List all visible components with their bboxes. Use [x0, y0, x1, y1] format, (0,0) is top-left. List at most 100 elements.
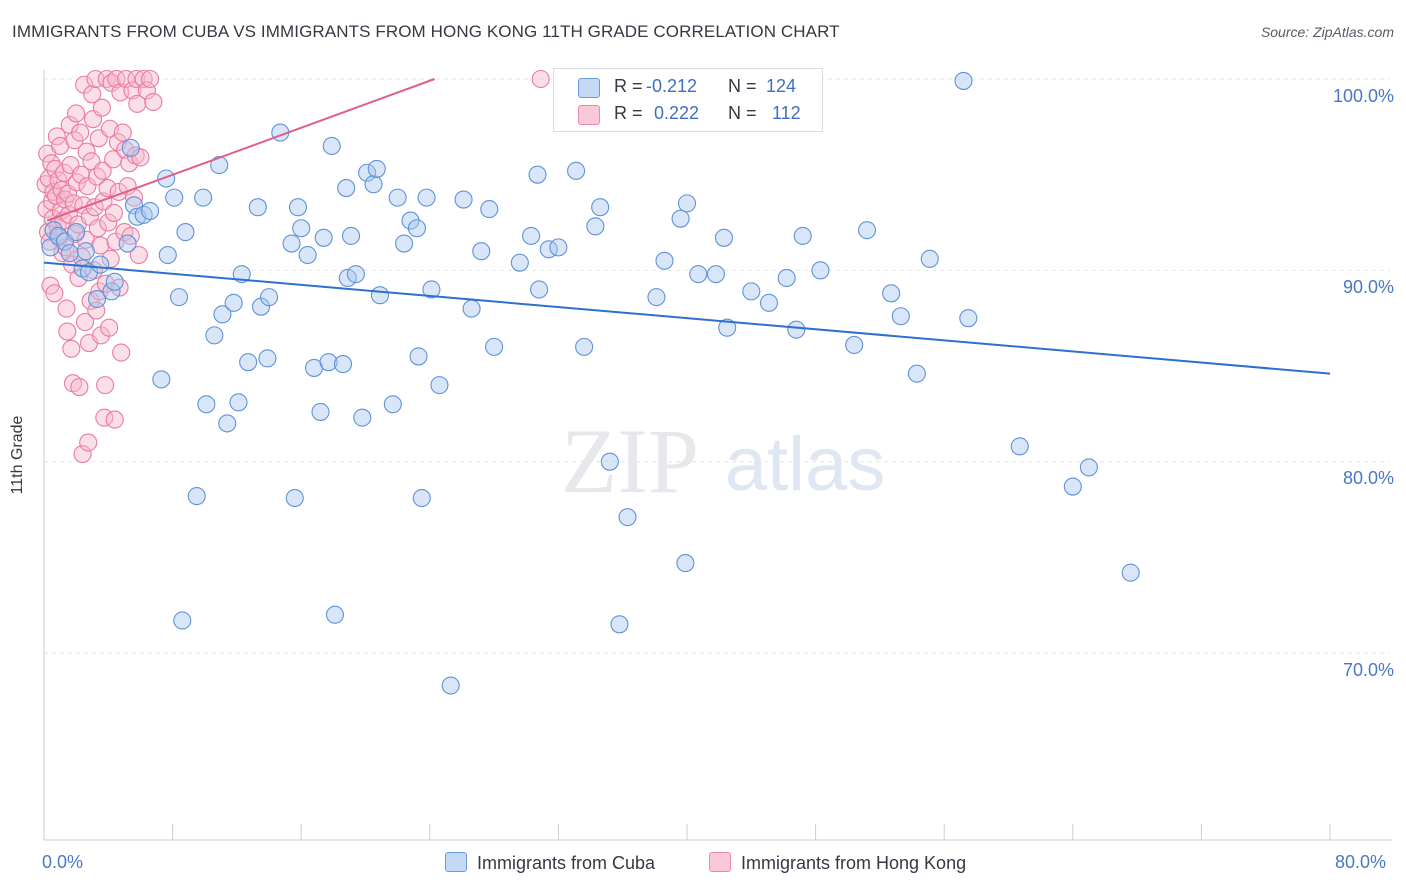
- cuba-point: [480, 200, 499, 219]
- legend-item-hk: Immigrants from Hong Kong: [709, 852, 966, 874]
- r-label: R =: [614, 103, 643, 123]
- cuba-point: [124, 196, 144, 215]
- cuba-point: [412, 488, 431, 508]
- cuba-point: [288, 198, 308, 217]
- cuba-point: [677, 194, 697, 213]
- cuba-point: [388, 188, 407, 207]
- hk-point: [94, 192, 113, 211]
- cuba-point: [907, 364, 926, 383]
- cuba-point: [44, 221, 63, 240]
- cuba-point: [422, 280, 441, 299]
- hk-point: [129, 245, 148, 265]
- hk-point: [77, 142, 96, 161]
- cuba-point: [430, 376, 449, 395]
- legend-label: Immigrants from Hong Kong: [741, 853, 967, 873]
- hk-point: [137, 81, 156, 100]
- hk-point: [141, 69, 160, 89]
- y-tick-label: 100.0%: [1332, 86, 1394, 106]
- y-axis-label: 11th Grade: [9, 415, 26, 495]
- source-credit: Source: ZipAtlas.com: [1260, 24, 1394, 40]
- hk-point: [93, 161, 112, 180]
- cuba-point: [575, 337, 594, 356]
- hk-point: [40, 232, 59, 251]
- cuba-point: [954, 71, 973, 90]
- series-hong-kong-points: [36, 69, 550, 464]
- cuba-point: [341, 226, 361, 245]
- cuba-point: [811, 261, 830, 280]
- cuba-point: [1079, 458, 1098, 477]
- cuba-point: [87, 289, 107, 309]
- hk-point: [134, 69, 153, 89]
- cuba-point: [586, 217, 605, 236]
- cuba-point: [671, 209, 690, 228]
- cuba-point: [417, 188, 436, 207]
- hk-point: [531, 69, 550, 89]
- cuba-point: [567, 161, 586, 180]
- cuba-point: [259, 288, 279, 307]
- cuba-point: [530, 280, 549, 299]
- cuba-point: [777, 268, 796, 288]
- cuba-point: [959, 309, 978, 328]
- series-cuba-points: [41, 71, 1140, 695]
- cuba-point: [248, 198, 267, 217]
- x-tick-label: 80.0%: [1335, 852, 1387, 872]
- hk-point: [98, 179, 117, 198]
- cuba-point: [311, 402, 330, 421]
- cuba-point: [920, 249, 939, 268]
- cuba-point: [205, 326, 224, 345]
- cuba-trend-line: [43, 261, 1331, 375]
- cuba-point: [655, 251, 674, 270]
- hk-point: [71, 123, 90, 142]
- cuba-point: [395, 234, 414, 253]
- cuba-point: [485, 337, 504, 356]
- hk-point: [100, 318, 119, 337]
- cuba-point: [549, 238, 568, 257]
- cuba-point: [676, 554, 695, 573]
- hk-point: [107, 69, 126, 89]
- y-tick-label: 80.0%: [1342, 468, 1394, 488]
- hk-point: [57, 299, 76, 318]
- r-value: 0.222: [654, 103, 700, 123]
- cuba-point: [600, 452, 619, 471]
- cuba-point: [210, 156, 229, 175]
- cuba-point: [118, 234, 137, 253]
- hk-point: [116, 69, 136, 89]
- hk-point: [58, 322, 77, 341]
- cuba-point: [158, 245, 177, 265]
- cuba-point: [409, 347, 428, 366]
- hk-point: [123, 81, 142, 100]
- cuba-point: [1121, 563, 1140, 582]
- hk-point: [127, 69, 146, 89]
- hk-point: [92, 98, 111, 117]
- cuba-point: [689, 265, 708, 284]
- hk-point: [78, 177, 97, 196]
- cuba-point: [787, 320, 806, 339]
- cuba-point: [292, 219, 311, 238]
- hk-point: [128, 94, 147, 113]
- cuba-point: [319, 353, 338, 372]
- cuba-point: [325, 605, 345, 624]
- hk-point: [104, 203, 123, 222]
- cuba-point: [462, 299, 481, 318]
- cuba-point: [383, 395, 402, 414]
- y-tick-label: 70.0%: [1342, 660, 1394, 680]
- cuba-point: [197, 395, 216, 414]
- cuba-point: [718, 318, 737, 337]
- cuba-point: [367, 159, 386, 178]
- y-tick-label: 90.0%: [1342, 277, 1394, 297]
- cuba-point: [224, 293, 243, 312]
- axes: [43, 70, 1392, 841]
- hk-point: [96, 376, 115, 395]
- cuba-point: [141, 201, 160, 221]
- hk-point: [99, 213, 118, 232]
- cuba-point: [165, 188, 184, 207]
- n-value: 124: [766, 76, 797, 96]
- cuba-swatch: [578, 78, 600, 98]
- hk-point: [113, 123, 132, 142]
- cuba-point: [173, 611, 192, 630]
- cuba-point: [258, 349, 277, 368]
- cuba-point: [472, 242, 491, 261]
- hk-trend-line: [46, 78, 435, 222]
- cuba-swatch: [445, 852, 467, 872]
- hk-point: [112, 343, 131, 362]
